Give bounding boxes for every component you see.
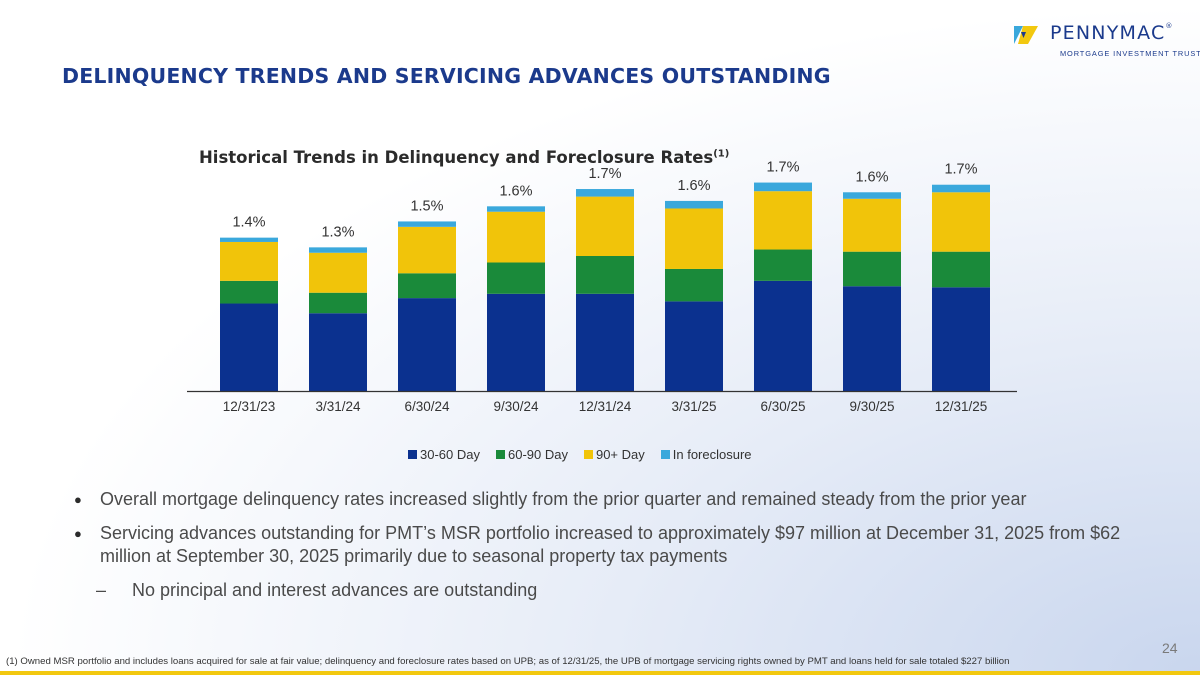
bullet-list: ● Overall mortgage delinquency rates inc… (74, 488, 1154, 602)
bar-30-60-day-3 (487, 293, 545, 391)
bar-in-foreclosure-8 (932, 184, 990, 193)
legend-item-90-plus: 90+ Day (583, 447, 645, 462)
total-label-2: 1.5% (410, 198, 443, 214)
legend-item-30-60: 30-60 Day (408, 447, 480, 462)
bar-60-90-day-8 (932, 251, 990, 288)
bullet-dot-icon: ● (74, 526, 82, 541)
bar-90-day-8 (932, 192, 990, 252)
total-label-1: 1.3% (321, 224, 354, 240)
dash-icon: – (96, 580, 107, 600)
total-label-3: 1.6% (499, 183, 532, 199)
bar-90-day-0 (220, 241, 278, 281)
bar-90-day-4 (576, 196, 634, 256)
bar-in-foreclosure-2 (398, 221, 456, 227)
chart-title: Historical Trends in Delinquency and For… (199, 148, 730, 167)
bullet-dot-icon: ● (74, 492, 82, 507)
total-label-8: 1.7% (944, 162, 977, 178)
bar-60-90-day-6 (754, 249, 812, 281)
bar-in-foreclosure-0 (220, 237, 278, 242)
legend-swatch-icon (408, 450, 417, 459)
bar-30-60-day-4 (576, 293, 634, 391)
bar-60-90-day-0 (220, 280, 278, 304)
bar-60-90-day-2 (398, 273, 456, 299)
bar-90-day-1 (309, 252, 367, 293)
total-label-7: 1.6% (855, 169, 888, 185)
x-tick-label-0: 12/31/23 (223, 399, 276, 414)
bar-30-60-day-7 (843, 286, 901, 391)
x-tick-label-1: 3/31/24 (315, 399, 361, 414)
sub-bullet-text: No principal and interest advances are o… (132, 580, 538, 600)
x-tick-label-4: 12/31/24 (579, 399, 632, 414)
x-tick-label-5: 3/31/25 (671, 399, 716, 414)
bullet-item: ● Overall mortgage delinquency rates inc… (74, 488, 1154, 511)
bar-30-60-day-0 (220, 303, 278, 391)
bullet-text: Overall mortgage delinquency rates incre… (100, 489, 1027, 509)
bar-in-foreclosure-3 (487, 206, 545, 212)
bullet-text: Servicing advances outstanding for PMT’s… (100, 523, 1121, 566)
bar-90-day-3 (487, 211, 545, 263)
bar-in-foreclosure-6 (754, 182, 812, 192)
total-label-5: 1.6% (677, 178, 710, 194)
x-tick-label-7: 9/30/25 (849, 399, 894, 414)
x-tick-label-2: 6/30/24 (404, 399, 450, 414)
bar-90-day-7 (843, 198, 901, 252)
x-tick-label-8: 12/31/25 (935, 399, 988, 414)
page-number: 24 (1162, 640, 1178, 656)
total-label-0: 1.4% (232, 215, 265, 231)
bullet-item: ● Servicing advances outstanding for PMT… (74, 522, 1154, 568)
total-label-4: 1.7% (588, 166, 621, 182)
legend-swatch-icon (583, 450, 593, 459)
bar-in-foreclosure-1 (309, 247, 367, 253)
footnote: (1) Owned MSR portfolio and includes loa… (6, 656, 1010, 667)
bar-60-90-day-5 (665, 268, 723, 302)
bar-60-90-day-3 (487, 262, 545, 294)
bar-30-60-day-8 (932, 287, 990, 391)
delinquency-chart: 1.4% 12/31/23 1.3% 3/31/24 1.5% 6/30/24 1.6% 9/… (187, 160, 1017, 414)
legend-swatch-icon (495, 450, 505, 459)
bar-60-90-day-7 (843, 251, 901, 287)
logo-mark-icon (1014, 26, 1038, 44)
legend-item-60-90: 60-90 Day (495, 447, 568, 462)
sub-bullet-item: – No principal and interest advances are… (96, 579, 1154, 602)
bar-30-60-day-2 (398, 298, 456, 391)
pennymac-logo: PENNYMAC® MORTGAGE INVESTMENT TRUST (1014, 22, 1200, 64)
logo-tagline: MORTGAGE INVESTMENT TRUST (1060, 49, 1200, 58)
legend-item-foreclosure: In foreclosure (660, 447, 752, 462)
bar-90-day-6 (754, 191, 812, 250)
bar-in-foreclosure-5 (665, 200, 723, 209)
slide-title: DELINQUENCY TRENDS AND SERVICING ADVANCE… (62, 64, 831, 88)
bar-60-90-day-1 (309, 292, 367, 314)
bar-30-60-day-1 (309, 313, 367, 391)
bottom-accent-bar (0, 671, 1200, 675)
bar-90-day-5 (665, 208, 723, 269)
chart-legend: 30-60 Day 60-90 Day 90+ Day In foreclosu… (408, 447, 752, 462)
legend-swatch-icon (660, 450, 670, 459)
bar-in-foreclosure-4 (576, 189, 634, 197)
bar-30-60-day-6 (754, 280, 812, 391)
x-tick-label-3: 9/30/24 (493, 399, 539, 414)
bar-30-60-day-5 (665, 301, 723, 391)
bar-60-90-day-4 (576, 256, 634, 294)
total-label-6: 1.7% (766, 160, 799, 176)
x-tick-label-6: 6/30/25 (760, 399, 805, 414)
bar-90-day-2 (398, 226, 456, 274)
bar-in-foreclosure-7 (843, 192, 901, 199)
logo-name: PENNYMAC® (1050, 22, 1173, 44)
